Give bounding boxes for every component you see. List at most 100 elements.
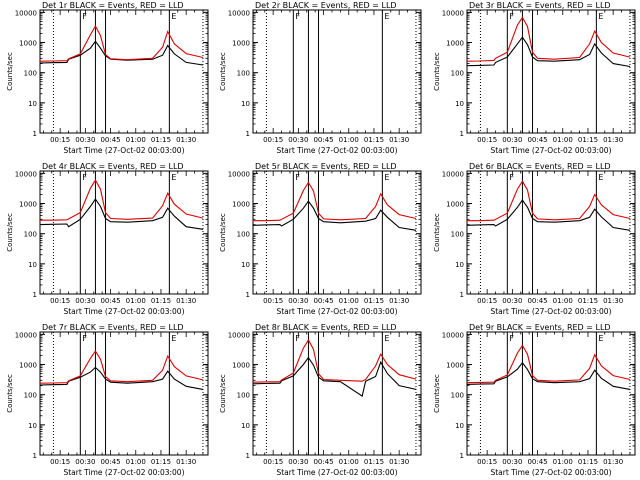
marker-label: F [509, 173, 514, 182]
detector-panel-8: Det 8r BLACK = Events, RED = LLD Counts/s… [219, 323, 422, 477]
plot-title: Det 5r BLACK = Events, RED = LLD [255, 162, 397, 171]
series-events-line [466, 199, 631, 231]
x-tick-label: 00:45 [100, 297, 120, 305]
y-tick-label: 100 [24, 70, 37, 78]
y-tick-label: 100 [451, 392, 464, 400]
y-tick-label: 1000 [446, 362, 464, 370]
series-lld-line [466, 344, 631, 384]
detector-panel-6: Det 6r BLACK = Events, RED = LLD Counts/s… [433, 162, 636, 316]
y-tick-label: 1000 [446, 40, 464, 48]
y-tick-label: 1000 [232, 40, 250, 48]
y-tick-label: 10000 [15, 9, 37, 17]
x-tick-label: 00:45 [313, 136, 333, 144]
x-tick-label: 01:00 [126, 136, 146, 144]
x-tick-label: 01:15 [151, 458, 171, 466]
y-axis-label: Counts/sec [6, 52, 14, 91]
y-tick-label: 1 [33, 130, 37, 138]
y-tick-label: 10 [455, 422, 464, 430]
plot-frame [39, 170, 209, 295]
series-events-line [39, 198, 204, 230]
series-lld-line [39, 24, 204, 62]
y-tick-label: 100 [237, 392, 250, 400]
marker-label: E [171, 173, 176, 182]
plot-title: Det 9r BLACK = Events, RED = LLD [469, 323, 611, 332]
y-axis-label: Counts/sec [433, 213, 441, 252]
x-tick-label: 00:15 [477, 297, 497, 305]
x-tick-label: 00:15 [50, 458, 70, 466]
plot-title: Det 1r BLACK = Events, RED = LLD [42, 1, 184, 10]
plot-frame [39, 331, 209, 456]
y-axis-label: Counts/sec [219, 213, 227, 252]
series-events-line [466, 36, 631, 68]
y-tick-label: 10 [241, 261, 250, 269]
plot-title: Det 3r BLACK = Events, RED = LLD [469, 1, 611, 10]
x-axis-label: Start Time (27-Oct-02 00:03:00) [63, 468, 184, 477]
marker-label: E [384, 12, 389, 21]
detector-panel-7: Det 7r BLACK = Events, RED = LLD Counts/s… [6, 323, 209, 477]
y-axis-label: Counts/sec [6, 374, 14, 413]
marker-label: E [384, 173, 389, 182]
x-tick-label: 01:00 [339, 136, 359, 144]
x-tick-label: 00:45 [313, 297, 333, 305]
marker-label: F [82, 334, 87, 343]
x-tick-label: 01:30 [389, 458, 409, 466]
y-tick-label: 100 [237, 231, 250, 239]
marker-label: E [598, 12, 603, 21]
x-axis-label: Start Time (27-Oct-02 00:03:00) [490, 146, 611, 155]
plot-frame [466, 9, 636, 134]
y-tick-label: 10000 [228, 170, 250, 178]
x-tick-label: 01:15 [151, 297, 171, 305]
y-tick-label: 1 [460, 130, 464, 138]
y-tick-label: 10 [28, 261, 37, 269]
marker-label: F [295, 12, 300, 21]
x-tick-label: 00:15 [50, 297, 70, 305]
x-tick-label: 00:15 [263, 297, 283, 305]
plot-frame [39, 9, 209, 134]
y-tick-label: 1 [460, 291, 464, 299]
y-tick-label: 10000 [442, 9, 464, 17]
y-tick-label: 1 [33, 291, 37, 299]
x-tick-label: 00:45 [313, 458, 333, 466]
x-tick-label: 00:30 [288, 136, 308, 144]
y-tick-label: 1 [246, 130, 250, 138]
x-axis-label: Start Time (27-Oct-02 00:03:00) [490, 468, 611, 477]
x-tick-label: 01:00 [126, 297, 146, 305]
series-events-line [466, 361, 631, 390]
marker-label: F [295, 173, 300, 182]
plot-title: Det 7r BLACK = Events, RED = LLD [42, 323, 184, 332]
x-tick-label: 01:15 [578, 458, 598, 466]
plot-frame [252, 9, 422, 134]
x-axis-label: Start Time (27-Oct-02 00:03:00) [490, 307, 611, 316]
x-tick-label: 01:15 [364, 136, 384, 144]
series-lld-line [467, 180, 631, 222]
x-tick-label: 01:30 [603, 136, 623, 144]
x-tick-label: 00:15 [263, 458, 283, 466]
detector-panel-9: Det 9r BLACK = Events, RED = LLD Counts/s… [433, 323, 636, 477]
y-tick-label: 1000 [19, 362, 37, 370]
x-tick-label: 01:30 [176, 458, 196, 466]
y-tick-label: 10 [241, 100, 250, 108]
x-tick-label: 00:30 [502, 458, 522, 466]
series-events-line [39, 366, 204, 390]
series-lld-line [40, 179, 204, 221]
y-tick-label: 10 [28, 100, 37, 108]
marker-label: E [171, 334, 176, 343]
y-tick-label: 10 [28, 422, 37, 430]
y-tick-label: 100 [24, 392, 37, 400]
x-tick-label: 00:45 [100, 136, 120, 144]
series-lld-line [253, 181, 417, 222]
x-tick-label: 00:30 [288, 297, 308, 305]
y-tick-label: 1000 [232, 362, 250, 370]
y-tick-label: 1000 [446, 201, 464, 209]
x-tick-label: 01:15 [364, 458, 384, 466]
y-tick-label: 1 [33, 452, 37, 460]
marker-label: F [82, 12, 87, 21]
x-tick-label: 00:15 [50, 136, 70, 144]
marker-label: E [384, 334, 389, 343]
x-tick-label: 01:00 [126, 458, 146, 466]
x-tick-label: 01:30 [603, 458, 623, 466]
plot-frame [466, 170, 636, 295]
x-tick-label: 00:45 [100, 458, 120, 466]
marker-label: F [295, 334, 300, 343]
